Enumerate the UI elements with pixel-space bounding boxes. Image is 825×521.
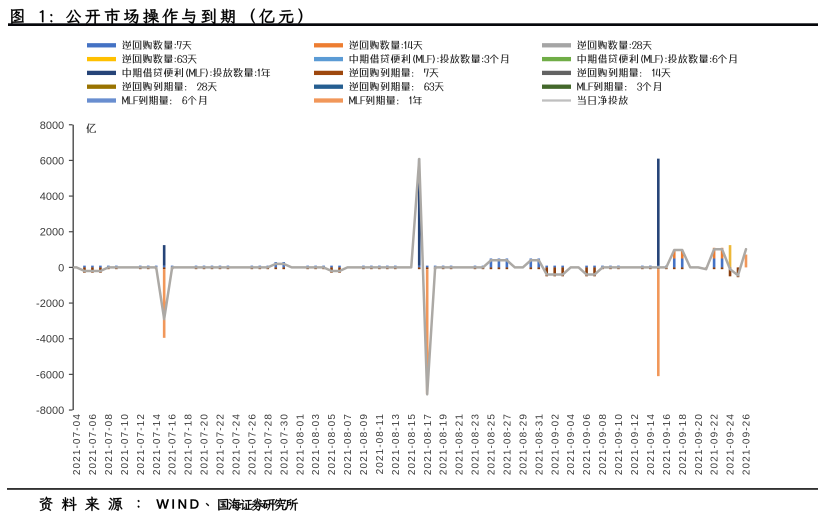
svg-text:2021-07-26: 2021-07-26 [247,413,258,475]
svg-text:2021-08-01: 2021-08-01 [295,413,306,475]
svg-text:2021-08-05: 2021-08-05 [327,413,338,475]
svg-text:2021-07-04: 2021-07-04 [72,413,83,475]
svg-text:WIND: WIND [157,497,202,512]
svg-text:2021-08-11: 2021-08-11 [375,413,386,474]
svg-text:2021-08-07: 2021-08-07 [343,413,354,475]
svg-text:2021-08-31: 2021-08-31 [534,413,545,475]
svg-text:2021-07-10: 2021-07-10 [120,413,131,475]
svg-text:2021-08-23: 2021-08-23 [471,413,482,475]
svg-text:2021-09-04: 2021-09-04 [566,413,577,475]
svg-text:2021-08-21: 2021-08-21 [455,413,466,475]
svg-text:4000: 4000 [40,191,64,203]
svg-text:2021-09-26: 2021-09-26 [742,413,753,475]
svg-text:2021-07-30: 2021-07-30 [279,413,290,475]
svg-text:2021-07-18: 2021-07-18 [184,413,195,475]
svg-text:2021-08-27: 2021-08-27 [502,413,513,475]
svg-text:2021-09-22: 2021-09-22 [710,413,721,475]
svg-text:2021-09-20: 2021-09-20 [694,413,705,475]
svg-text:2021-09-10: 2021-09-10 [614,413,625,475]
svg-text:2021-08-03: 2021-08-03 [311,413,322,475]
svg-text:2021-07-22: 2021-07-22 [216,413,227,475]
svg-text:-2000: -2000 [36,298,64,310]
svg-text:2021-09-02: 2021-09-02 [550,413,561,475]
svg-text:2021-07-24: 2021-07-24 [232,413,243,475]
svg-text:0: 0 [58,262,64,274]
svg-text:2021-09-24: 2021-09-24 [726,413,737,475]
svg-text:2021-09-16: 2021-09-16 [662,413,673,475]
svg-text:-8000: -8000 [36,405,64,417]
svg-text:2021-07-28: 2021-07-28 [263,413,274,475]
svg-text:2021-08-13: 2021-08-13 [391,413,402,475]
svg-text:-4000: -4000 [36,334,64,346]
svg-text:2021-07-08: 2021-07-08 [104,413,115,475]
svg-text:2021-09-14: 2021-09-14 [646,413,657,475]
svg-text:2021-08-15: 2021-08-15 [407,413,418,475]
svg-text:2021-09-18: 2021-09-18 [678,413,689,475]
svg-text:2021-07-20: 2021-07-20 [200,413,211,475]
svg-text:2021-08-29: 2021-08-29 [518,413,529,475]
svg-text:6000: 6000 [40,155,64,167]
svg-text:8000: 8000 [40,120,64,132]
svg-text:2021-09-06: 2021-09-06 [582,413,593,475]
svg-text:2021-09-08: 2021-09-08 [598,413,609,475]
svg-text:2021-08-17: 2021-08-17 [423,413,434,475]
svg-text:2021-09-12: 2021-09-12 [630,413,641,475]
svg-text:2021-08-09: 2021-08-09 [359,413,370,475]
svg-text:-6000: -6000 [36,369,64,381]
svg-text:2000: 2000 [40,227,64,239]
svg-text:2021-07-06: 2021-07-06 [88,413,99,475]
svg-text:2021-07-14: 2021-07-14 [152,413,163,475]
svg-text:2021-08-25: 2021-08-25 [487,413,498,475]
svg-text:2021-07-16: 2021-07-16 [168,413,179,475]
svg-text:2021-07-12: 2021-07-12 [136,413,147,475]
svg-text:2021-08-19: 2021-08-19 [439,413,450,475]
